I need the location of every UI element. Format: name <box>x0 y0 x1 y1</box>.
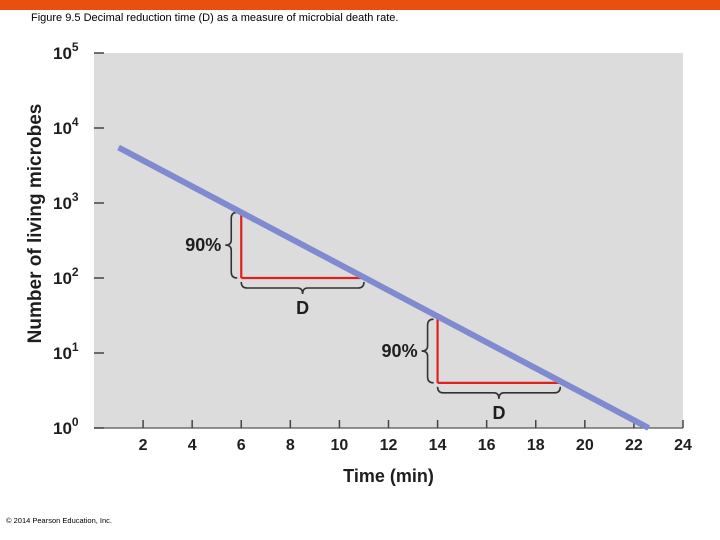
x-tick-label: 12 <box>380 437 398 454</box>
percent-label: 90% <box>382 341 418 361</box>
d-label: D <box>296 298 309 318</box>
x-tick-label: 6 <box>237 437 246 454</box>
y-tick-label: 101 <box>53 340 79 363</box>
x-tick-label: 16 <box>478 437 496 454</box>
y-tick-label: 103 <box>53 190 79 213</box>
x-tick-label: 18 <box>527 437 545 454</box>
figure-caption: Figure 9.5 Decimal reduction time (D) as… <box>31 12 399 24</box>
x-tick-label: 10 <box>331 437 349 454</box>
d-brace <box>240 281 365 295</box>
x-tick-label: 8 <box>286 437 295 454</box>
copyright-notice: © 2014 Pearson Education, Inc. <box>6 516 113 525</box>
d-label: D <box>492 403 505 423</box>
d-brace <box>436 386 562 399</box>
percent-brace <box>225 211 238 279</box>
annotations: 90% D 90% D <box>185 210 562 423</box>
x-axis-label: Time (min) <box>343 466 434 486</box>
plot-background <box>94 53 683 428</box>
percent-label: 90% <box>185 235 221 255</box>
x-tick-label: 2 <box>139 437 148 454</box>
y-tick-label: 100 <box>53 415 79 438</box>
x-tick-label: 24 <box>674 437 692 454</box>
y-tick-label: 105 <box>53 40 79 63</box>
y-tick-label: 102 <box>53 265 79 288</box>
x-tick-label: 14 <box>429 437 447 454</box>
series-line <box>117 144 651 431</box>
y-axis-label: Number of living microbes <box>25 104 46 344</box>
series-lines <box>117 144 651 431</box>
x-tick-label: 22 <box>625 437 643 454</box>
y-tick-label: 104 <box>53 115 79 138</box>
x-tick-label: 4 <box>188 437 197 454</box>
x-tick-label: 20 <box>576 437 594 454</box>
top-accent-bar <box>0 0 720 10</box>
